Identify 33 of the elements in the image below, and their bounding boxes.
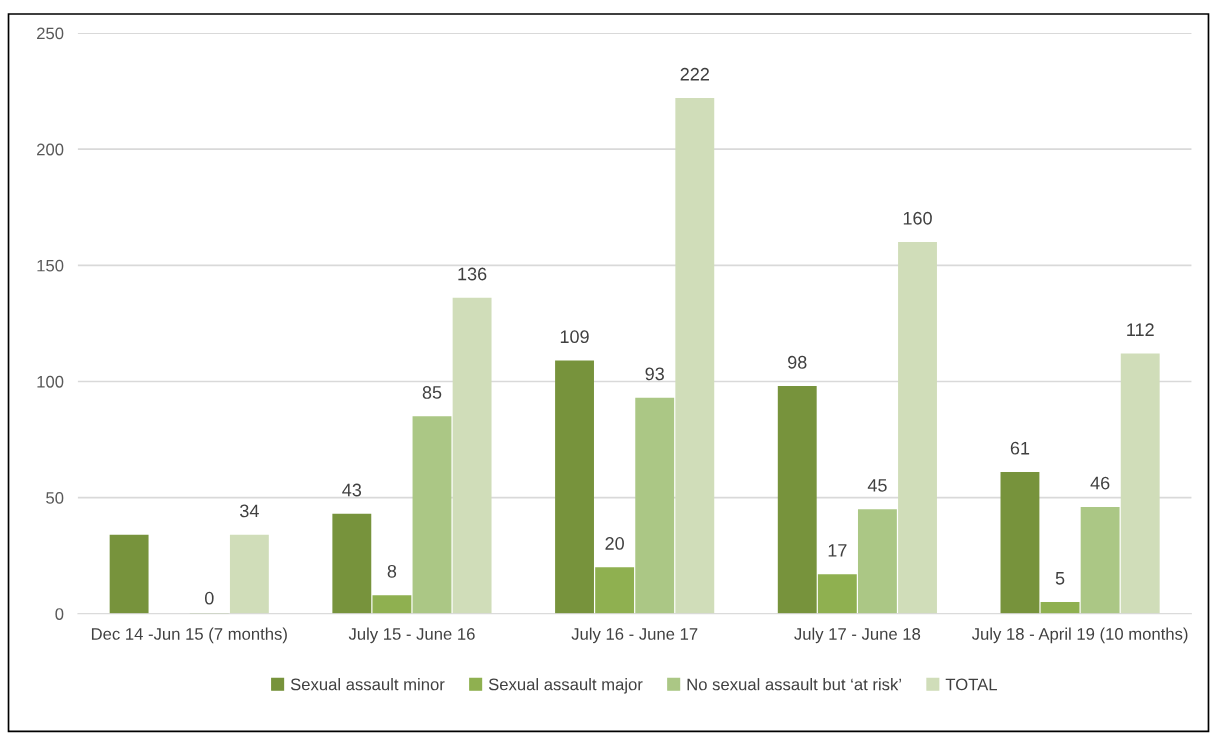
x-tick-label: July 17 - June 18 [794, 627, 921, 644]
x-tick-label: July 18 - April 19 (10 months) [971, 627, 1188, 644]
data-label: 112 [1127, 323, 1154, 336]
legend-label: TOTAL [945, 678, 997, 691]
y-tick-label: 0 [55, 608, 64, 620]
data-label: 45 [867, 479, 887, 492]
data-label: 160 [903, 211, 932, 225]
data-label: 61 [1010, 441, 1030, 455]
data-label: 17 [828, 544, 847, 557]
y-tick-label: 50 [46, 492, 64, 504]
x-tick-label: July 15 - June 16 [348, 627, 475, 644]
legend-label: No sexual assault but ‘at risk’ [687, 678, 901, 691]
data-label: 46 [1090, 476, 1110, 490]
y-tick-label: 200 [37, 143, 64, 156]
data-label: 98 [788, 355, 807, 369]
y-tick-label: 250 [37, 27, 64, 40]
data-label: 20 [605, 537, 624, 550]
data-label: 109 [560, 330, 589, 344]
y-tick-label: 100 [37, 375, 64, 388]
legend-label: Sexual assault minor [290, 678, 445, 691]
x-tick-label: July 16 - June 17 [571, 627, 698, 644]
data-label: 8 [387, 564, 397, 578]
legend-label: Sexual assault major [488, 678, 643, 694]
y-tick-label: 150 [37, 259, 64, 272]
data-label: 0 [204, 591, 214, 605]
data-label: 136 [458, 267, 487, 281]
data-label: 43 [342, 483, 362, 497]
data-label: 85 [422, 386, 442, 399]
data-label: 34 [240, 504, 259, 518]
data-label: 5 [1055, 572, 1065, 585]
data-label: 93 [645, 367, 664, 381]
data-label: 222 [680, 67, 709, 81]
x-tick-label: Dec 14 -Jun 15 (7 months) [91, 627, 287, 644]
